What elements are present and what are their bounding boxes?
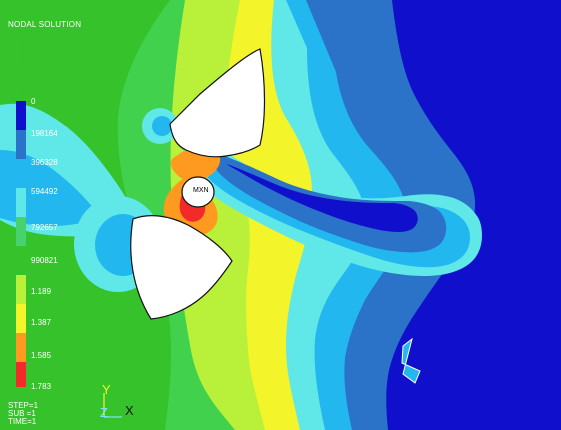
- status-line-time: TIME=1: [8, 417, 37, 426]
- node-label: MXN: [193, 187, 209, 194]
- legend-color-2: [16, 159, 26, 188]
- legend-label-5: 990821: [31, 256, 58, 265]
- axis-triad: Y Z X: [100, 383, 145, 423]
- deep-blue-zone: [350, 0, 561, 430]
- y-axis-label: Y: [102, 382, 111, 397]
- legend-color-3: [16, 188, 26, 217]
- legend-label-9: 1.783: [31, 382, 52, 391]
- legend-label-3: 594492: [31, 187, 58, 196]
- legend-label-2: 396328: [31, 158, 58, 167]
- status-line-step: STEP=1: [8, 401, 39, 410]
- legend-color-5: [16, 246, 26, 275]
- legend-label-8: 1.585: [31, 351, 52, 360]
- legend-color-1: [16, 130, 26, 159]
- x-axis-label: X: [125, 403, 134, 418]
- legend-label-4: 792657: [31, 223, 58, 232]
- legend-bar: [16, 101, 26, 387]
- legend-color-7: [16, 304, 26, 333]
- z-axis-label: Z: [100, 405, 108, 420]
- upper-nozzle-shape: [169, 48, 266, 158]
- central-deep-blue-band: [227, 164, 418, 232]
- status-line-sub: SUB =1: [8, 409, 36, 418]
- legend-color-9: [16, 362, 26, 387]
- axis-lines: [103, 393, 122, 418]
- plot-title: NODAL SOLUTION: [8, 20, 82, 29]
- lower-nozzle-shape: [130, 215, 233, 320]
- legend-color-4: [16, 217, 26, 246]
- upper-left-core: [152, 116, 172, 136]
- center-body: [181, 176, 215, 208]
- color-legend: 0 198164 396328 594492 792657 990821 1.1…: [10, 98, 80, 398]
- legend-color-0: [16, 101, 26, 130]
- legend-label-7: 1.387: [31, 318, 52, 327]
- legend-label-0: 0: [31, 97, 36, 106]
- legend-color-6: [16, 275, 26, 304]
- legend-label-6: 1.189: [31, 287, 52, 296]
- legend-label-1: 198164: [31, 129, 58, 138]
- status-block: STEP=1 SUB =1 TIME=1: [8, 402, 38, 426]
- lower-wake-fragment: [401, 337, 421, 384]
- legend-color-8: [16, 333, 26, 362]
